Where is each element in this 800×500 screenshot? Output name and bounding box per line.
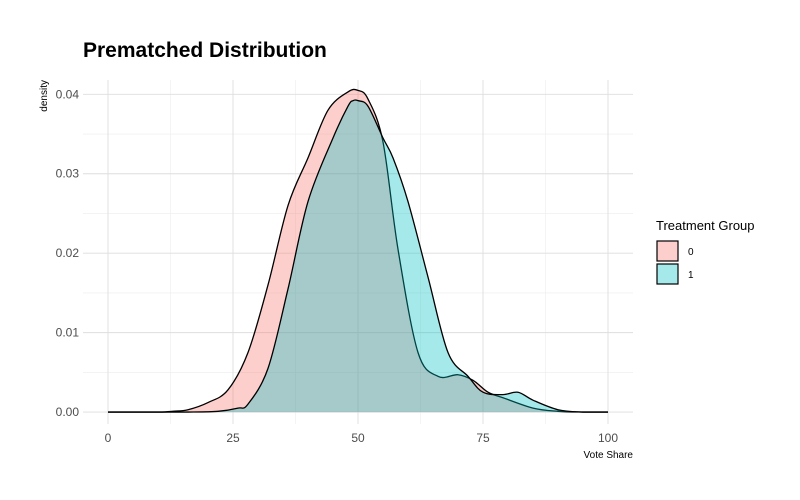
- density-line-1: [108, 99, 608, 413]
- legend-title: Treatment Group: [656, 218, 755, 233]
- legend-key-bg-0: [657, 241, 678, 261]
- plot-grid: [83, 80, 633, 424]
- legend-label-0: 0: [688, 247, 694, 258]
- density-line-0: [108, 88, 608, 413]
- legend-key-bg-1: [657, 264, 678, 284]
- legend: Treatment Group 0 1: [656, 218, 755, 285]
- x-tick-label: 100: [598, 431, 618, 445]
- density-area-1: [108, 99, 608, 413]
- chart-title: Prematched Distribution: [83, 39, 327, 62]
- y-tick-label: 0.02: [56, 246, 80, 260]
- y-tick-label: 0.00: [56, 405, 80, 419]
- legend-key-1: [656, 263, 679, 285]
- density-area-0: [108, 89, 608, 413]
- x-axis-ticks: 0 25 50 75 100: [105, 431, 619, 445]
- x-tick-label: 0: [105, 431, 112, 445]
- y-tick-label: 0.03: [56, 167, 80, 181]
- legend-label-1: 1: [688, 270, 694, 281]
- y-tick-label: 0.01: [56, 326, 80, 340]
- x-axis-label: Vote Share: [584, 450, 634, 461]
- y-tick-label: 0.04: [56, 87, 80, 101]
- y-axis-label: density: [39, 80, 50, 112]
- y-axis-ticks: 0.00 0.01 0.02 0.03 0.04: [56, 87, 80, 419]
- x-tick-label: 50: [351, 431, 365, 445]
- density-areas: [108, 88, 608, 413]
- legend-key-0: [656, 240, 679, 262]
- x-tick-label: 25: [226, 431, 240, 445]
- x-tick-label: 75: [476, 431, 490, 445]
